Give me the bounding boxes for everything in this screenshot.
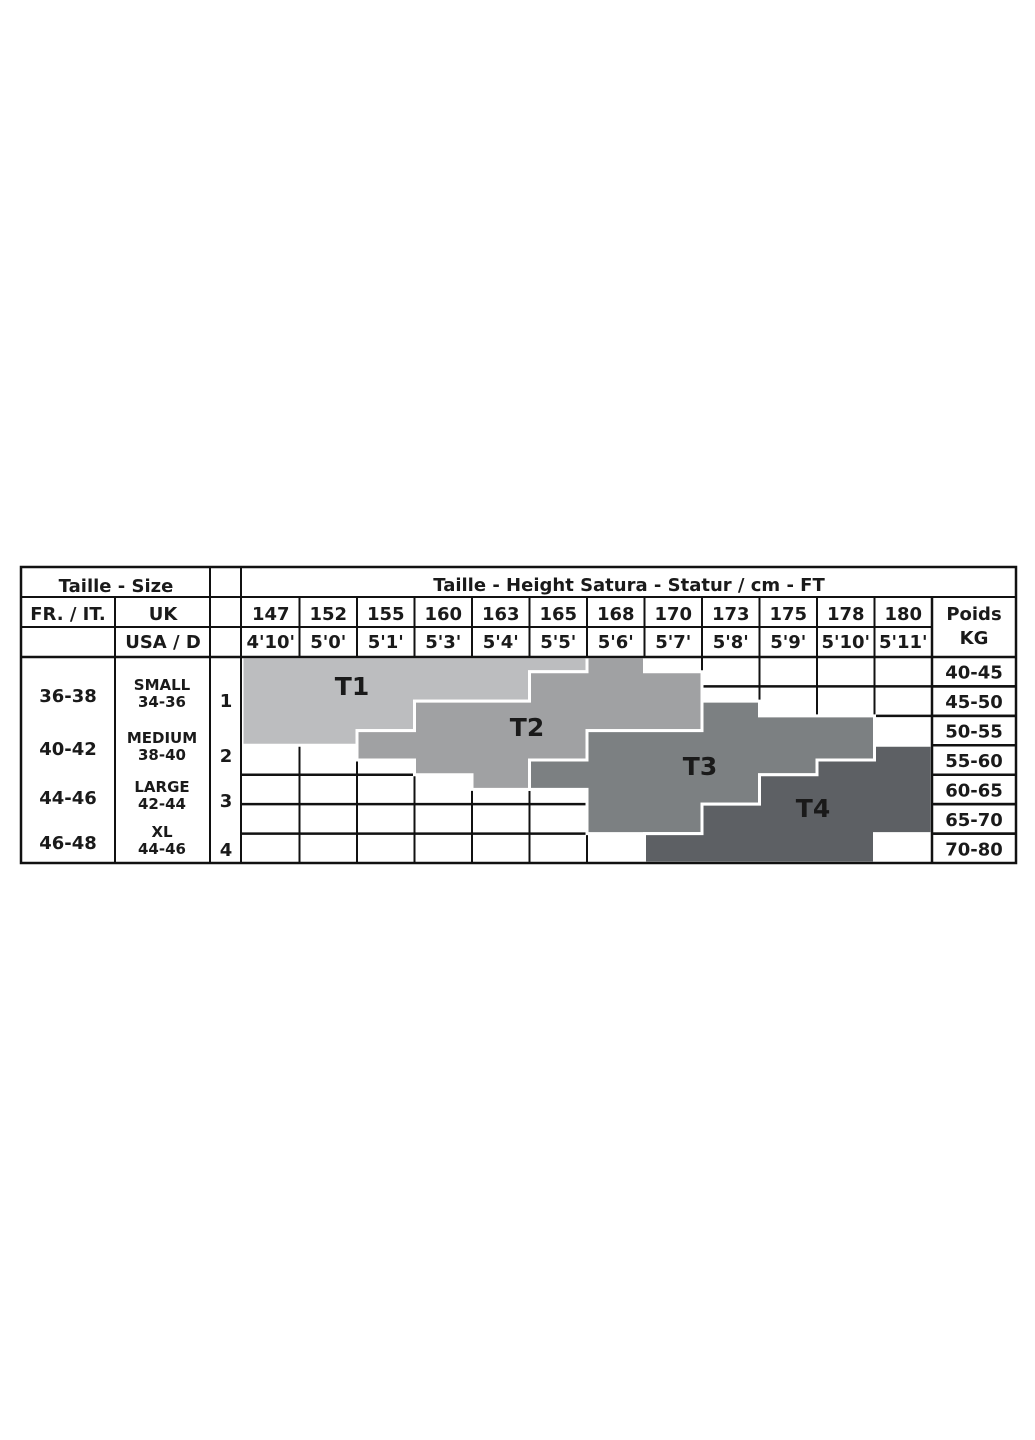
height-cm-155: 155: [367, 604, 405, 625]
height-ft: 5'11': [879, 632, 928, 653]
height-cm-147: 147: [252, 604, 290, 625]
height-cm-170: 170: [654, 604, 692, 625]
height-ft: 5'7': [655, 632, 691, 653]
height-cm-160: 160: [424, 604, 462, 625]
weight-kg-60-65: 60-65: [945, 780, 1003, 801]
usa-d-header: USA / D: [125, 632, 201, 653]
size-fr-it: 46-48: [39, 833, 97, 854]
size-fr-it: 44-46: [39, 788, 97, 809]
height-cm-165: 165: [539, 604, 577, 625]
weight-kg-70-80: 70-80: [945, 839, 1003, 860]
size-number: 3: [220, 791, 233, 812]
weight-unit: KG: [960, 628, 989, 649]
size-usa-d: 44-46: [138, 840, 186, 858]
height-ft: 5'3': [425, 632, 461, 653]
fr-it-header: FR. / IT.: [30, 604, 106, 625]
size-fr-it: 40-42: [39, 739, 97, 760]
height-cm-163: 163: [482, 604, 520, 625]
size-usa-d: 38-40: [138, 746, 186, 764]
height-ft: 5'1': [368, 632, 404, 653]
height-ft: 4'10': [246, 632, 295, 653]
height-cm-180: 180: [884, 604, 922, 625]
size-number: 2: [220, 746, 233, 767]
height-cm-173: 173: [712, 604, 750, 625]
weight-kg-65-70: 65-70: [945, 810, 1003, 831]
size-zones: T1 T2 T3 T4: [240, 655, 934, 865]
height-ft: 5'5': [540, 632, 576, 653]
height-ft: 5'0': [310, 632, 346, 653]
height-ft: 5'8': [713, 632, 749, 653]
uk-header: UK: [149, 604, 179, 625]
zone-label-t4: T4: [796, 794, 830, 823]
zone-label-t1: T1: [335, 672, 369, 701]
chart-labels: Taille - Size Taille - Height Satura - S…: [30, 575, 1003, 861]
weight-kg-40-45: 40-45: [945, 663, 1003, 684]
height-cm-178: 178: [827, 604, 865, 625]
zone-t4: [643, 743, 934, 865]
size-uk-name: XL: [151, 823, 173, 841]
height-ft: 5'4': [483, 632, 519, 653]
size-number: 1: [220, 691, 233, 712]
size-fr-it: 36-38: [39, 686, 97, 707]
height-ft: 5'10': [821, 632, 870, 653]
zone-t2: [355, 655, 704, 791]
size-uk-name: MEDIUM: [127, 729, 197, 747]
size-uk-name: SMALL: [134, 676, 191, 694]
size-number: 4: [220, 840, 233, 861]
zone-label-t2: T2: [510, 713, 544, 742]
size-title: Taille - Size: [59, 576, 174, 597]
frame: [19, 565, 1018, 865]
height-cm-175: 175: [769, 604, 807, 625]
weight-title: Poids: [946, 604, 1001, 625]
height-title: Taille - Height Satura - Statur / cm - F…: [433, 575, 825, 596]
height-cm-168: 168: [597, 604, 635, 625]
weight-kg-45-50: 45-50: [945, 692, 1003, 713]
weight-kg-50-55: 50-55: [945, 722, 1003, 743]
size-usa-d: 34-36: [138, 693, 186, 711]
height-ft: 5'6': [598, 632, 634, 653]
size-uk-name: LARGE: [134, 778, 189, 796]
size-usa-d: 42-44: [138, 795, 186, 813]
height-ft: 5'9': [770, 632, 806, 653]
weight-kg-55-60: 55-60: [945, 751, 1003, 772]
zone-label-t3: T3: [683, 752, 717, 781]
height-cm-152: 152: [309, 604, 347, 625]
